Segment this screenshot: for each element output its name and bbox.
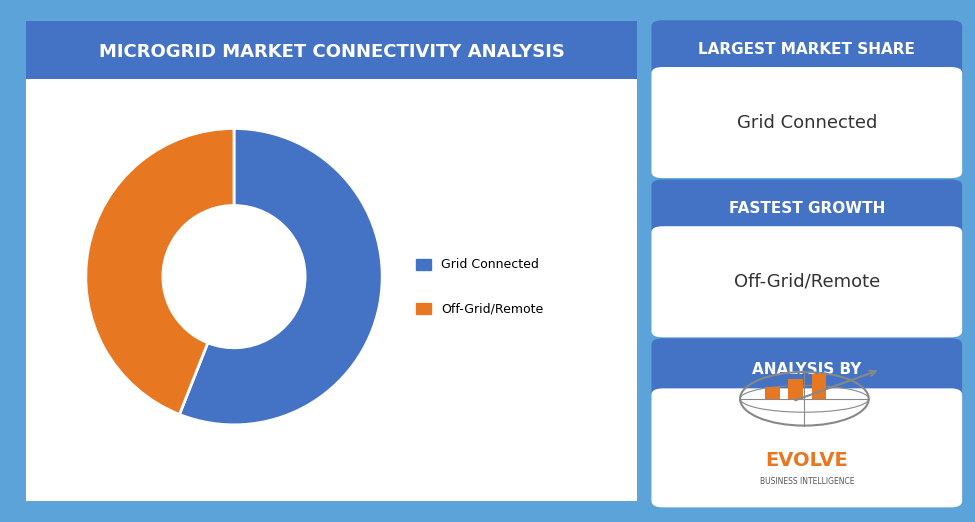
Wedge shape	[86, 128, 234, 414]
Text: Grid Connected: Grid Connected	[737, 114, 877, 132]
Text: FASTEST GROWTH: FASTEST GROWTH	[728, 201, 885, 216]
Wedge shape	[179, 128, 382, 425]
Legend: Grid Connected, Off-Grid/Remote: Grid Connected, Off-Grid/Remote	[415, 258, 543, 316]
FancyBboxPatch shape	[651, 20, 962, 79]
FancyBboxPatch shape	[651, 180, 962, 238]
Text: ANALYSIS BY: ANALYSIS BY	[752, 362, 862, 377]
FancyBboxPatch shape	[788, 379, 803, 400]
Text: LARGEST MARKET SHARE: LARGEST MARKET SHARE	[698, 42, 916, 57]
FancyBboxPatch shape	[651, 338, 962, 401]
FancyBboxPatch shape	[25, 21, 638, 78]
Text: 56%: 56%	[208, 279, 260, 299]
FancyBboxPatch shape	[651, 226, 962, 337]
FancyBboxPatch shape	[811, 374, 827, 400]
FancyBboxPatch shape	[651, 67, 962, 178]
FancyBboxPatch shape	[651, 388, 962, 507]
Text: Off-Grid/Remote: Off-Grid/Remote	[733, 273, 879, 291]
Text: MICROGRID MARKET CONNECTIVITY ANALYSIS: MICROGRID MARKET CONNECTIVITY ANALYSIS	[98, 43, 565, 61]
Text: EVOLVE: EVOLVE	[765, 451, 848, 470]
FancyBboxPatch shape	[25, 78, 638, 501]
Text: BUSINESS INTELLIGENCE: BUSINESS INTELLIGENCE	[760, 478, 854, 487]
FancyBboxPatch shape	[765, 387, 780, 400]
